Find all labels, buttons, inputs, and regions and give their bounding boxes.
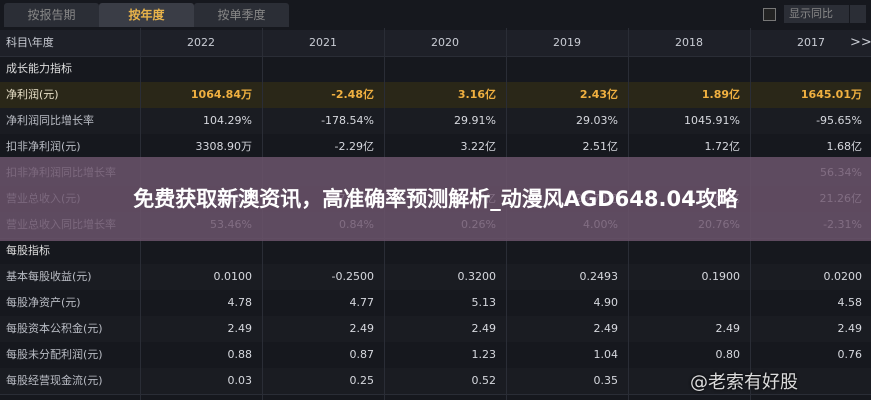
tab[interactable]: 按单季度 [194,3,289,27]
watermark: @老索有好股 [690,372,798,393]
overlay-banner: 免费获取新澳资讯，高准确率预测解析_动漫风AGD648.04攻略 [0,157,871,241]
row-label: 每股未分配利润(元) [6,348,103,361]
value-cell: 0.1900 [701,270,741,283]
more-button[interactable]: >> [850,35,871,50]
section-row [0,238,871,265]
value-cell: 3.16亿 [457,88,496,101]
row-label: 净利润同比增长率 [6,114,94,127]
row-label: 每股经营现金流(元) [6,374,103,387]
value-cell: 0.52 [471,374,497,387]
year-header: 2018 [675,36,703,49]
value-cell: 1064.84万 [190,88,252,101]
value-cell: 29.91% [454,114,496,127]
header-row [0,30,871,57]
header-label: 科目\年度 [6,36,54,49]
close-button[interactable] [850,5,866,23]
year-header: 2021 [309,36,337,49]
overlay-title: 免费获取新澳资讯，高准确率预测解析_动漫风AGD648.04攻略 [133,187,738,211]
value-cell: 1045.91% [684,114,740,127]
checkbox[interactable] [763,8,776,21]
row-label: 每股净资产(元) [6,296,81,309]
value-cell: -0.2500 [331,270,374,283]
value-cell: 1.72亿 [704,140,741,153]
value-cell: 0.0200 [823,270,863,283]
value-cell: 1.23 [471,348,497,361]
value-cell: 3.22亿 [460,140,497,153]
value-cell: 1.89亿 [701,88,740,101]
section-title: 成长能力指标 [6,62,72,75]
checkbox-label: 显示同比 [784,5,849,23]
value-cell: 0.76 [837,348,863,361]
value-cell: -95.65% [816,114,862,127]
value-cell: 0.87 [349,348,375,361]
value-cell: 4.90 [593,296,619,309]
value-cell: 2.43亿 [579,88,618,101]
value-cell: -2.29亿 [334,140,374,153]
value-cell: 0.3200 [457,270,497,283]
value-cell: 0.35 [593,374,619,387]
value-cell: 0.0100 [213,270,253,283]
value-cell: 5.13 [471,296,497,309]
row-label: 每股资本公积金(元) [6,322,103,335]
year-header: 2017 [797,36,825,49]
value-cell: 2.49 [227,322,253,335]
value-cell: 0.80 [715,348,741,361]
value-cell: 1.04 [593,348,619,361]
row-label: 基本每股收益(元) [6,270,92,283]
section-row [0,56,871,83]
value-cell: 0.25 [349,374,375,387]
value-cell: 4.58 [837,296,863,309]
data-row [0,108,871,135]
value-cell: 2.49 [837,322,863,335]
value-cell: 29.03% [576,114,618,127]
row-label: 净利润(元) [6,88,59,101]
value-cell: 2.51亿 [582,140,619,153]
year-header: 2019 [553,36,581,49]
value-cell: 4.77 [349,296,375,309]
data-row [0,264,871,291]
value-cell: 2.49 [593,322,619,335]
section-title: 每股指标 [6,244,50,257]
value-cell: 0.03 [227,374,253,387]
data-row [0,82,871,109]
value-cell: 104.29% [203,114,252,127]
year-header: 2022 [187,36,215,49]
data-row [0,342,871,369]
value-cell: -178.54% [321,114,374,127]
value-cell: 4.78 [227,296,253,309]
year-header: 2020 [431,36,459,49]
tab[interactable]: 按年度 [99,3,194,27]
value-cell: 0.88 [227,348,253,361]
value-cell: 2.49 [349,322,375,335]
data-row [0,368,871,395]
value-cell: 2.49 [715,322,741,335]
value-cell: 0.2493 [579,270,619,283]
row-label: 扣非净利润(元) [6,140,81,153]
value-cell: -2.48亿 [331,88,374,101]
tab[interactable]: 按报告期 [4,3,99,27]
value-cell: 2.49 [471,322,497,335]
value-cell: 1.68亿 [826,140,863,153]
value-cell: 3308.90万 [195,140,253,153]
value-cell: 1645.01万 [800,88,862,101]
